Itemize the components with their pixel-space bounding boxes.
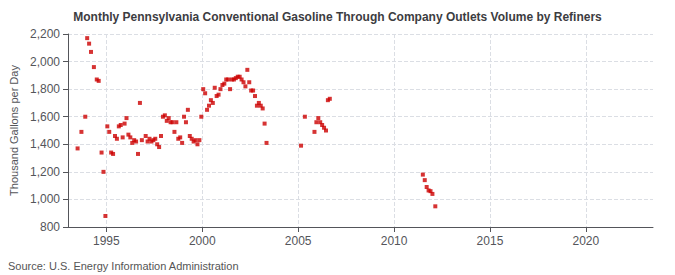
svg-text:Thousand Gallons per Day: Thousand Gallons per Day bbox=[8, 65, 20, 196]
svg-text:2010: 2010 bbox=[381, 234, 408, 248]
svg-text:1,400: 1,400 bbox=[30, 137, 60, 151]
svg-text:2015: 2015 bbox=[477, 234, 504, 248]
svg-text:2020: 2020 bbox=[573, 234, 600, 248]
svg-text:800: 800 bbox=[40, 220, 60, 234]
svg-text:1,200: 1,200 bbox=[30, 165, 60, 179]
svg-text:1995: 1995 bbox=[93, 234, 120, 248]
svg-text:2000: 2000 bbox=[189, 234, 216, 248]
svg-text:1,000: 1,000 bbox=[30, 192, 60, 206]
svg-text:Monthly Pennsylvania Conventio: Monthly Pennsylvania Conventional Gasoli… bbox=[73, 10, 602, 24]
svg-text:1,800: 1,800 bbox=[30, 82, 60, 96]
svg-text:2005: 2005 bbox=[285, 234, 312, 248]
svg-text:Source: U.S. Energy Informatio: Source: U.S. Energy Information Administ… bbox=[8, 260, 239, 272]
svg-text:2,200: 2,200 bbox=[30, 27, 60, 41]
svg-text:2,000: 2,000 bbox=[30, 55, 60, 69]
svg-text:1,600: 1,600 bbox=[30, 110, 60, 124]
